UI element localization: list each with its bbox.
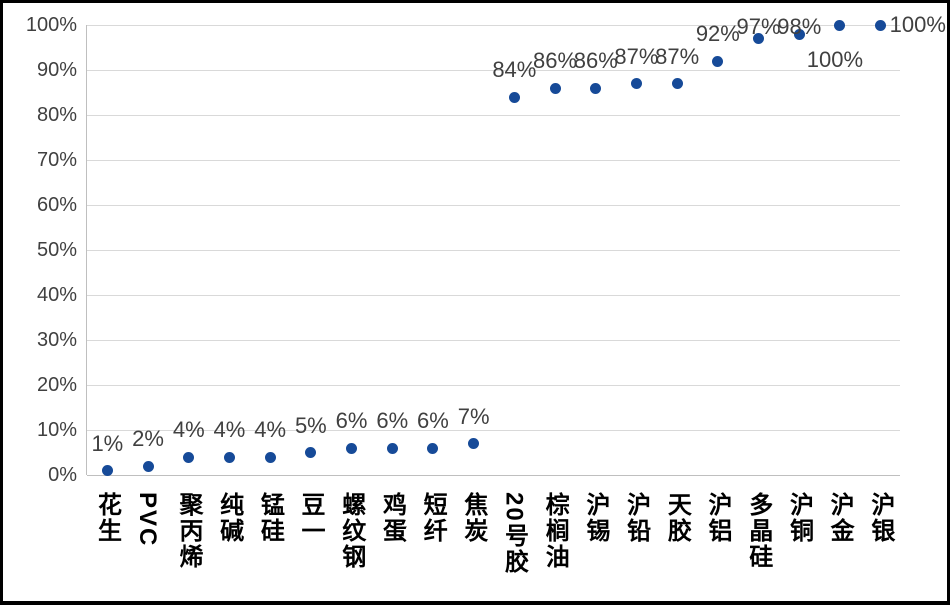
grid-line bbox=[87, 204, 900, 206]
data-point bbox=[753, 33, 765, 44]
x-tick-label: 沪锡 bbox=[581, 492, 609, 544]
y-tick-label: 80% bbox=[36, 104, 77, 126]
data-label: 2% bbox=[132, 426, 164, 451]
data-label: 6% bbox=[376, 408, 409, 433]
data-label: 100% bbox=[889, 12, 946, 37]
data-label: 100% bbox=[806, 47, 864, 72]
y-tick-label: 100% bbox=[25, 14, 77, 36]
grid-line bbox=[87, 339, 900, 341]
data-point bbox=[183, 451, 195, 463]
x-tick-label: 焦炭 bbox=[459, 492, 487, 544]
data-point bbox=[834, 19, 846, 31]
data-label: 84% bbox=[492, 57, 537, 82]
data-point bbox=[346, 442, 358, 454]
data-point bbox=[468, 438, 480, 449]
data-label: 6% bbox=[417, 408, 449, 433]
plot-area: 1% 2% 4% 4% 4% 5% 6% 6% 6% 7% 84% 86% 86% 87% 87% 92% 97… bbox=[86, 14, 946, 476]
x-tick-label: 聚丙烯 bbox=[174, 492, 202, 570]
x-tick-label: 沪铅 bbox=[622, 492, 650, 544]
data-label: 1% bbox=[91, 430, 124, 456]
y-tick-label: 90% bbox=[36, 59, 77, 81]
x-tick-label: 螺纹钢 bbox=[337, 492, 365, 570]
grid-line bbox=[87, 159, 900, 161]
grid-line bbox=[87, 24, 900, 26]
data-point bbox=[386, 442, 398, 454]
y-tick-label: 70% bbox=[36, 149, 77, 171]
x-tick-label: 棕榈油 bbox=[541, 492, 569, 570]
data-label: 86% bbox=[533, 48, 578, 73]
grid-line bbox=[87, 69, 900, 71]
data-label: 4% bbox=[172, 417, 205, 442]
x-tick-label: 豆一 bbox=[297, 492, 325, 544]
data-point bbox=[549, 82, 561, 94]
y-tick-label: 10% bbox=[36, 419, 77, 441]
x-tick-label: 锰硅 bbox=[256, 492, 284, 544]
x-tick-label: 沪铝 bbox=[704, 492, 732, 544]
data-label: 5% bbox=[294, 412, 327, 438]
data-label: 6% bbox=[335, 408, 368, 433]
data-point bbox=[264, 451, 276, 463]
grid-line bbox=[87, 474, 900, 476]
data-label: 4% bbox=[213, 417, 246, 442]
data-label: 87% bbox=[655, 43, 700, 69]
grid-line bbox=[87, 114, 900, 116]
data-label: 87% bbox=[614, 43, 659, 69]
data-label: 97% bbox=[736, 14, 781, 39]
x-tick-label: 多晶硅 bbox=[744, 492, 772, 570]
data-point bbox=[427, 442, 439, 454]
data-label: 98% bbox=[777, 14, 822, 39]
data-label: 92% bbox=[695, 21, 740, 46]
data-point bbox=[223, 451, 235, 463]
data-label: 86% bbox=[573, 48, 618, 73]
y-tick-label: 50% bbox=[36, 239, 77, 261]
x-tick-label: 沪铜 bbox=[785, 492, 813, 544]
data-point bbox=[101, 465, 113, 476]
x-tick-label: 沪银 bbox=[866, 492, 894, 544]
data-point bbox=[142, 460, 154, 472]
data-point bbox=[671, 78, 683, 89]
x-tick-label: 短纤 bbox=[419, 492, 447, 544]
grid-line bbox=[87, 249, 900, 251]
data-point bbox=[630, 78, 642, 89]
y-tick-label: 40% bbox=[36, 284, 77, 306]
x-tick-label: 20号胶 bbox=[500, 492, 528, 575]
data-point bbox=[712, 55, 724, 67]
data-point bbox=[305, 447, 317, 458]
x-tick-label: 沪金 bbox=[826, 492, 854, 544]
data-point bbox=[590, 82, 602, 94]
x-tick-label: 纯碱 bbox=[215, 492, 243, 544]
y-tick-label: 0% bbox=[48, 464, 77, 486]
x-tick-label: 花生 bbox=[93, 492, 121, 544]
grid-line bbox=[87, 384, 900, 386]
data-label: 4% bbox=[254, 417, 287, 442]
data-point bbox=[875, 19, 887, 31]
x-tick-label: PVC bbox=[134, 492, 162, 548]
y-tick-label: 30% bbox=[36, 329, 77, 351]
data-label: 7% bbox=[457, 403, 490, 429]
y-tick-label: 20% bbox=[36, 374, 77, 396]
data-point bbox=[793, 28, 805, 40]
grid-line bbox=[87, 294, 900, 296]
x-tick-label: 鸡蛋 bbox=[378, 492, 406, 544]
x-tick-label: 天胶 bbox=[663, 492, 691, 544]
grid-line bbox=[87, 429, 900, 431]
y-tick-label: 60% bbox=[36, 194, 77, 216]
data-point bbox=[508, 91, 520, 103]
